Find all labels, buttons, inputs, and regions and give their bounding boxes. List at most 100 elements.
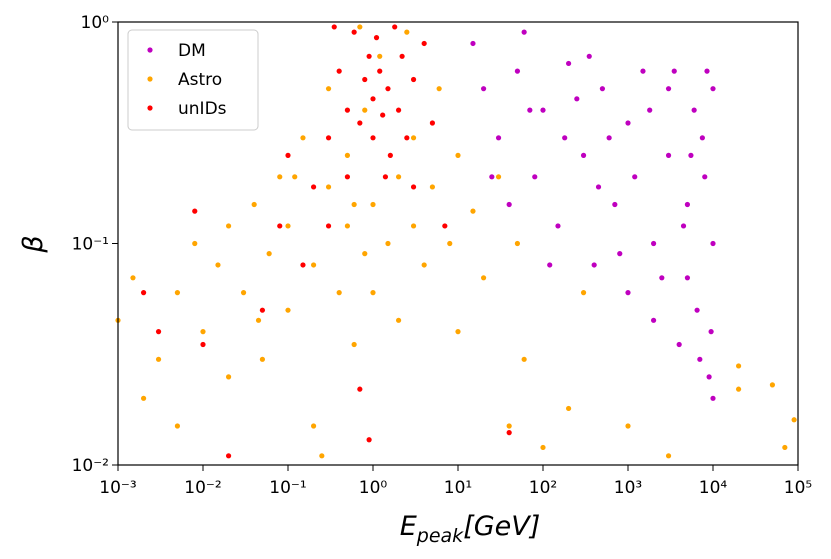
point xyxy=(155,329,162,335)
point xyxy=(565,405,572,412)
point xyxy=(691,107,697,113)
point xyxy=(702,174,708,180)
point xyxy=(532,174,538,180)
point xyxy=(599,86,606,92)
point xyxy=(591,262,597,268)
point xyxy=(665,152,672,158)
point xyxy=(410,76,417,83)
point xyxy=(586,53,592,59)
point xyxy=(447,240,453,247)
point xyxy=(325,86,332,92)
x-label-unit: [GeV] xyxy=(463,511,540,542)
x-tick-label: 10² xyxy=(529,478,557,498)
point xyxy=(562,135,568,141)
point xyxy=(782,444,788,451)
point xyxy=(336,290,342,296)
point xyxy=(421,40,427,47)
point xyxy=(387,152,393,158)
x-tick-label: 10⁻² xyxy=(184,478,221,498)
x-tick-label: 10⁻¹ xyxy=(269,478,306,498)
point xyxy=(514,68,521,74)
point xyxy=(697,356,703,362)
point xyxy=(362,251,368,257)
point xyxy=(625,120,631,126)
point xyxy=(514,240,521,247)
point xyxy=(710,240,716,247)
point xyxy=(470,40,476,47)
point xyxy=(404,29,410,35)
point xyxy=(429,120,436,126)
point xyxy=(421,262,427,268)
point xyxy=(385,86,391,92)
point xyxy=(200,329,206,335)
point xyxy=(410,184,417,190)
point xyxy=(676,341,682,348)
point xyxy=(480,86,487,92)
legend-label: Astro xyxy=(178,70,222,90)
point xyxy=(200,341,206,348)
point xyxy=(506,201,512,208)
point xyxy=(140,395,147,401)
point xyxy=(694,307,700,313)
point xyxy=(292,174,298,180)
point xyxy=(310,184,317,190)
point xyxy=(495,135,502,141)
point xyxy=(625,290,631,296)
point xyxy=(385,240,391,247)
point xyxy=(710,86,716,92)
point xyxy=(377,53,383,59)
point xyxy=(580,152,587,158)
point xyxy=(410,223,417,229)
point xyxy=(470,208,476,214)
point xyxy=(647,107,653,113)
point xyxy=(370,201,376,208)
point xyxy=(370,96,376,102)
point xyxy=(382,174,389,180)
x-tick-label: 10⁰ xyxy=(359,478,388,498)
point xyxy=(680,223,687,229)
legend-marker xyxy=(147,76,153,82)
point xyxy=(285,307,291,313)
point xyxy=(277,223,283,229)
point xyxy=(665,86,672,92)
point xyxy=(344,174,351,180)
point xyxy=(370,290,376,296)
point xyxy=(300,135,306,141)
point xyxy=(351,341,357,348)
point xyxy=(735,363,742,369)
point xyxy=(215,262,221,268)
point xyxy=(521,356,527,362)
point xyxy=(130,275,136,281)
point xyxy=(395,107,402,113)
point xyxy=(362,76,368,83)
point xyxy=(251,201,257,208)
point xyxy=(174,290,181,296)
point xyxy=(540,107,546,113)
point xyxy=(331,24,337,30)
point xyxy=(380,112,386,118)
point xyxy=(436,86,442,92)
point xyxy=(370,135,376,141)
point xyxy=(392,24,398,30)
point xyxy=(351,29,357,35)
point xyxy=(362,107,368,113)
point xyxy=(255,317,262,323)
point xyxy=(595,184,602,190)
point xyxy=(455,329,461,335)
legend-box xyxy=(127,29,259,131)
point xyxy=(640,68,646,74)
point xyxy=(357,386,363,392)
point xyxy=(357,24,363,30)
point xyxy=(395,174,402,180)
x-tick-label: 10³ xyxy=(614,478,642,498)
point xyxy=(706,374,712,380)
point xyxy=(704,68,710,74)
point xyxy=(710,395,716,401)
point xyxy=(650,240,657,247)
point xyxy=(489,174,495,180)
x-label-main: E xyxy=(400,511,417,542)
point xyxy=(351,201,357,208)
legend-label: unIDs xyxy=(178,99,227,119)
point xyxy=(735,386,742,392)
